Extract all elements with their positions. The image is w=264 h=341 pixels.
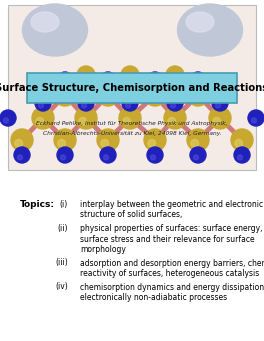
Circle shape [60,80,65,85]
Circle shape [212,95,228,111]
Text: Eckhard Pehlke, Institut für Theoretische Physik und Astrophysik,: Eckhard Pehlke, Institut für Theoretisch… [36,121,228,127]
Text: interplay between the geometric and electronic: interplay between the geometric and elec… [80,200,263,209]
Circle shape [237,155,243,160]
Circle shape [79,117,87,125]
Circle shape [148,139,155,147]
Circle shape [119,107,141,129]
Circle shape [121,66,139,84]
Text: chemisorption dynamics and energy dissipation:: chemisorption dynamics and energy dissip… [80,282,264,292]
Circle shape [125,103,131,108]
Circle shape [36,117,44,125]
Circle shape [11,129,33,151]
Circle shape [147,147,163,163]
Circle shape [103,80,109,85]
Circle shape [213,117,220,125]
Circle shape [100,72,116,88]
Circle shape [167,95,183,111]
Circle shape [144,129,166,151]
Circle shape [124,75,130,81]
Circle shape [101,139,109,147]
Circle shape [191,139,199,147]
Circle shape [58,94,65,102]
Circle shape [14,147,30,163]
Text: physical properties of surfaces: surface energy,: physical properties of surfaces: surface… [80,224,262,233]
Circle shape [80,75,86,81]
Ellipse shape [31,12,59,32]
Circle shape [166,66,184,84]
Circle shape [123,117,131,125]
Circle shape [190,72,206,88]
Text: (i): (i) [60,200,68,209]
Circle shape [150,155,155,160]
Circle shape [194,155,199,160]
Circle shape [97,84,119,106]
Circle shape [57,72,73,88]
Ellipse shape [177,4,243,56]
Circle shape [235,139,243,147]
Circle shape [150,80,155,85]
Circle shape [17,155,22,160]
Circle shape [190,147,206,163]
Circle shape [191,94,199,102]
Circle shape [187,84,209,106]
Circle shape [168,117,176,125]
Text: electronically non-adiabatic processes: electronically non-adiabatic processes [80,293,227,302]
Circle shape [215,103,220,108]
Text: Surface Structure, Chemisorption and Reactions: Surface Structure, Chemisorption and Rea… [0,83,264,93]
Circle shape [60,155,65,160]
Circle shape [248,110,264,126]
Circle shape [194,80,199,85]
Ellipse shape [22,4,87,56]
Text: adsorption and desorption energy barriers, chemical: adsorption and desorption energy barrier… [80,258,264,267]
Circle shape [164,107,186,129]
Text: morphology: morphology [80,245,126,254]
Circle shape [251,118,257,123]
Circle shape [171,103,176,108]
Circle shape [147,72,163,88]
Text: (iv): (iv) [55,282,68,292]
Circle shape [81,103,87,108]
Circle shape [0,110,16,126]
Circle shape [35,95,51,111]
Circle shape [231,129,253,151]
Ellipse shape [186,12,214,32]
Circle shape [148,94,155,102]
Circle shape [103,155,109,160]
Circle shape [100,147,116,163]
Circle shape [15,139,22,147]
FancyBboxPatch shape [27,73,237,103]
Circle shape [32,107,54,129]
Circle shape [77,66,95,84]
Text: reactivity of surfaces, heterogeneous catalysis: reactivity of surfaces, heterogeneous ca… [80,269,259,278]
Text: surface stress and their relevance for surface: surface stress and their relevance for s… [80,235,254,243]
Circle shape [97,129,119,151]
Text: structure of solid surfaces,: structure of solid surfaces, [80,210,182,220]
Circle shape [169,75,176,81]
Circle shape [58,139,65,147]
Text: (iii): (iii) [55,258,68,267]
Circle shape [57,147,73,163]
Text: (ii): (ii) [58,224,68,233]
Text: Christian-Albrechts-Universität zu Kiel, 24098 Kiel, Germany.: Christian-Albrechts-Universität zu Kiel,… [43,131,221,135]
Circle shape [78,95,94,111]
Circle shape [75,107,97,129]
Circle shape [54,129,76,151]
Circle shape [144,84,166,106]
Circle shape [234,147,250,163]
Circle shape [3,118,8,123]
Text: Topics:: Topics: [20,200,55,209]
Circle shape [187,129,209,151]
Circle shape [209,107,231,129]
FancyBboxPatch shape [8,5,256,170]
Circle shape [122,95,138,111]
Circle shape [39,103,44,108]
Circle shape [101,94,109,102]
Circle shape [54,84,76,106]
